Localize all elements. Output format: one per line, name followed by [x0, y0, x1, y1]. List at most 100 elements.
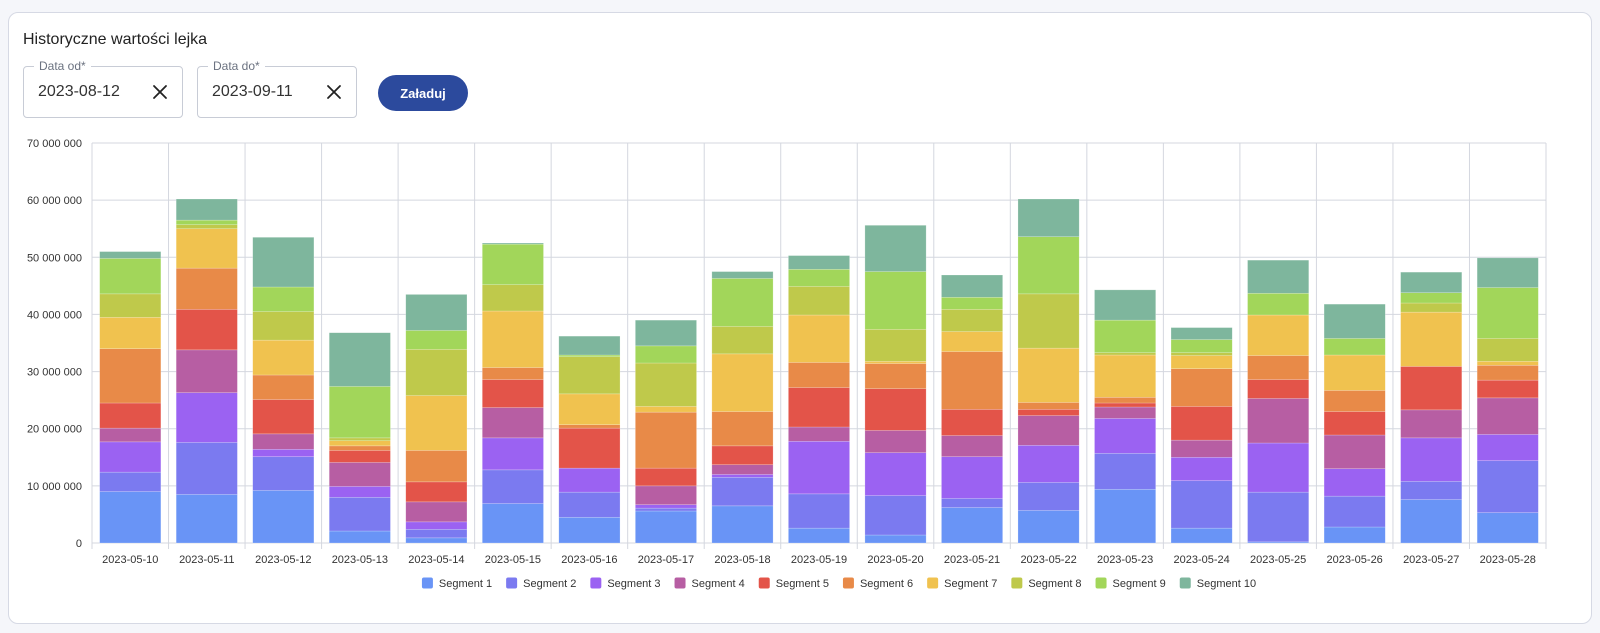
bar-segment[interactable]: [788, 286, 850, 316]
bar-segment[interactable]: [711, 353, 774, 412]
date-from-field[interactable]: Data od* 2023-08-12: [23, 59, 183, 118]
bar-segment[interactable]: [481, 310, 544, 368]
bar-segment[interactable]: [1017, 293, 1080, 349]
bar-segment[interactable]: [252, 490, 315, 544]
bar-segment[interactable]: [328, 440, 391, 447]
bar-segment[interactable]: [1400, 366, 1463, 411]
bar-segment[interactable]: [1247, 379, 1310, 399]
bar-segment[interactable]: [864, 495, 927, 536]
bar-segment[interactable]: [1170, 456, 1233, 482]
bar-segment[interactable]: [1400, 480, 1463, 500]
bar-segment[interactable]: [1170, 368, 1233, 407]
bar-segment[interactable]: [252, 311, 315, 341]
bar-segment[interactable]: [558, 427, 621, 469]
bar-segment[interactable]: [864, 360, 927, 364]
bar-segment[interactable]: [328, 437, 391, 442]
bar-segment[interactable]: [175, 224, 238, 230]
bar-segment[interactable]: [711, 278, 774, 327]
bar-segment[interactable]: [941, 296, 1003, 310]
bar-segment[interactable]: [405, 330, 468, 350]
bar-segment[interactable]: [481, 437, 544, 471]
bar-segment[interactable]: [1170, 527, 1233, 544]
bar-segment[interactable]: [1017, 198, 1080, 238]
bar-segment[interactable]: [1017, 347, 1080, 403]
bar-segment[interactable]: [481, 503, 544, 544]
bar-segment[interactable]: [941, 351, 1003, 410]
bar-segment[interactable]: [405, 521, 468, 530]
bar-segment[interactable]: [1323, 338, 1386, 356]
bar-segment[interactable]: [99, 402, 162, 429]
bar-segment[interactable]: [864, 388, 927, 431]
bar-segment[interactable]: [1094, 418, 1157, 454]
bar-segment[interactable]: [1170, 339, 1233, 354]
bar-segment[interactable]: [405, 450, 468, 483]
bar-segment[interactable]: [175, 198, 238, 221]
bar-segment[interactable]: [788, 268, 850, 287]
bar-segment[interactable]: [1323, 495, 1386, 528]
bar-segment[interactable]: [711, 271, 774, 279]
bar-segment[interactable]: [635, 319, 697, 347]
bar-segment[interactable]: [1247, 355, 1310, 380]
bar-segment[interactable]: [252, 399, 315, 435]
bar-segment[interactable]: [405, 537, 468, 544]
bar-segment[interactable]: [788, 440, 850, 495]
bar-segment[interactable]: [328, 530, 391, 544]
bar-segment[interactable]: [635, 485, 697, 506]
legend-item[interactable]: Segment 6: [842, 577, 913, 591]
bar-segment[interactable]: [1247, 442, 1310, 493]
bar-segment[interactable]: [1247, 292, 1310, 316]
bar-segment[interactable]: [1323, 354, 1386, 391]
bar-segment[interactable]: [405, 481, 468, 503]
bar-segment[interactable]: [864, 224, 927, 272]
bar-segment[interactable]: [711, 505, 774, 544]
bar-segment[interactable]: [1476, 512, 1539, 544]
bar-segment[interactable]: [788, 314, 850, 363]
bar-segment[interactable]: [252, 374, 315, 400]
bar-segment[interactable]: [1476, 338, 1539, 362]
clear-date-from-icon[interactable]: [150, 82, 170, 102]
date-to-value[interactable]: 2023-09-11: [212, 83, 293, 100]
bar-segment[interactable]: [481, 243, 544, 286]
legend-item[interactable]: Segment 9: [1095, 577, 1166, 591]
bar-segment[interactable]: [481, 284, 544, 312]
bar-segment[interactable]: [99, 293, 162, 318]
bar-segment[interactable]: [1400, 271, 1463, 294]
bar-segment[interactable]: [941, 498, 1003, 508]
bar-segment[interactable]: [99, 316, 162, 350]
bar-segment[interactable]: [481, 379, 544, 408]
bar-segment[interactable]: [405, 501, 468, 523]
bar-segment[interactable]: [1017, 408, 1080, 416]
bar-segment[interactable]: [1170, 355, 1233, 370]
bar-segment[interactable]: [1094, 396, 1157, 404]
bar-segment[interactable]: [1094, 289, 1157, 321]
bar-segment[interactable]: [1017, 236, 1080, 295]
legend-item[interactable]: Segment 5: [758, 577, 829, 591]
bar-segment[interactable]: [1400, 292, 1463, 304]
bar-segment[interactable]: [1017, 510, 1080, 544]
bar-segment[interactable]: [1323, 434, 1386, 470]
bar-segment[interactable]: [864, 430, 927, 454]
bar-segment[interactable]: [99, 441, 162, 473]
bar-segment[interactable]: [1476, 360, 1539, 366]
bar-segment[interactable]: [788, 255, 850, 270]
bar-segment[interactable]: [1247, 314, 1310, 356]
bar-segment[interactable]: [175, 308, 238, 351]
bar-segment[interactable]: [941, 435, 1003, 458]
bar-segment[interactable]: [1323, 390, 1386, 412]
bar-segment[interactable]: [1400, 499, 1463, 544]
bar-segment[interactable]: [252, 448, 315, 458]
bar-segment[interactable]: [252, 236, 315, 288]
bar-segment[interactable]: [99, 258, 162, 295]
bar-segment[interactable]: [405, 395, 468, 451]
bar-segment[interactable]: [1094, 402, 1157, 408]
bar-segment[interactable]: [788, 493, 850, 529]
bar-segment[interactable]: [558, 393, 621, 426]
bar-segment[interactable]: [635, 345, 697, 364]
bar-segment[interactable]: [405, 348, 468, 396]
bar-segment[interactable]: [941, 274, 1003, 298]
legend-item[interactable]: Segment 1: [421, 577, 492, 591]
bar-segment[interactable]: [328, 332, 391, 387]
bar-segment[interactable]: [99, 251, 162, 259]
bar-segment[interactable]: [711, 445, 774, 466]
bar-segment[interactable]: [558, 335, 621, 356]
